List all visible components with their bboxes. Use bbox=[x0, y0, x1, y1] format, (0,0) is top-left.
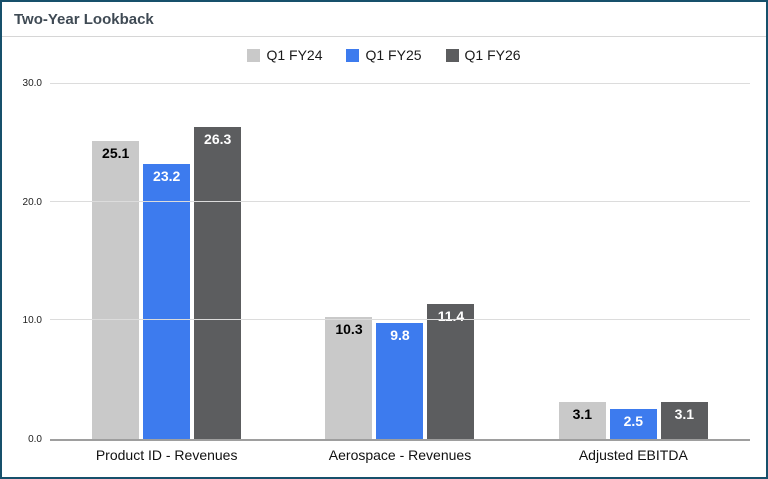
bar-value-label: 3.1 bbox=[572, 406, 593, 423]
bar-group-cell: 10.3 9.8 11.4 bbox=[283, 83, 516, 439]
legend-label: Q1 FY25 bbox=[365, 47, 422, 63]
legend-item: Q1 FY24 bbox=[247, 47, 322, 63]
bar-value-label: 11.4 bbox=[437, 307, 465, 324]
y-axis-tick-label: 20.0 bbox=[22, 196, 42, 208]
chart-region: 25.1 23.2 26.3 10.3 9.8 11.4 3.1 2.5 3.1 0.0 10.0… bbox=[23, 78, 750, 463]
legend-item: Q1 FY26 bbox=[445, 47, 521, 63]
bar: 3.1 bbox=[660, 402, 708, 439]
bar-group: 10.3 9.8 11.4 bbox=[325, 303, 475, 439]
bar: 25.1 bbox=[92, 141, 140, 439]
category-label: Adjusted EBITDA bbox=[578, 447, 688, 463]
bar-value-label: 10.3 bbox=[335, 320, 363, 337]
chart-header: Two-Year Lookback bbox=[2, 2, 766, 37]
category-label: Aerospace - Revenues bbox=[328, 447, 472, 463]
category-axis: Product ID - Revenues Aerospace - Revenue… bbox=[50, 441, 750, 463]
gridline bbox=[50, 200, 750, 202]
bar: 2.5 bbox=[609, 409, 657, 439]
bar: 11.4 bbox=[427, 303, 475, 439]
y-axis-tick-label: 10.0 bbox=[22, 315, 42, 327]
bar-value-label: 23.2 bbox=[153, 167, 181, 184]
bar-value-label: 3.1 bbox=[674, 406, 695, 423]
legend-label: Q1 FY24 bbox=[266, 47, 323, 63]
plot-area: 25.1 23.2 26.3 10.3 9.8 11.4 3.1 2.5 3.1 0.0 10.0… bbox=[23, 78, 750, 445]
bar-value-label: 25.1 bbox=[102, 145, 130, 162]
category-label: Product ID - Revenues bbox=[95, 447, 238, 463]
y-axis-tick-label: 0.0 bbox=[28, 434, 42, 445]
gridline bbox=[50, 83, 750, 84]
bar-group: 3.1 2.5 3.1 bbox=[558, 402, 708, 439]
gridline bbox=[50, 319, 750, 321]
bar: 10.3 bbox=[325, 316, 373, 439]
bar: 26.3 bbox=[194, 126, 242, 439]
bar-value-label: 9.8 bbox=[390, 326, 410, 343]
legend-item: Q1 FY25 bbox=[346, 47, 422, 63]
bar-group-cell: 3.1 2.5 3.1 bbox=[517, 83, 750, 439]
bar-group: 25.1 23.2 26.3 bbox=[92, 126, 242, 439]
legend-label: Q1 FY26 bbox=[464, 47, 521, 63]
legend-swatch bbox=[445, 48, 459, 62]
legend-swatch bbox=[346, 48, 360, 62]
legend: Q1 FY24 Q1 FY25 Q1 FY26 bbox=[2, 37, 766, 67]
bar-group-cell: 25.1 23.2 26.3 bbox=[50, 83, 283, 439]
bar-value-label: 2.5 bbox=[623, 413, 644, 430]
bar-value-label: 26.3 bbox=[204, 130, 232, 147]
bar: 23.2 bbox=[143, 163, 191, 439]
chart-title: Two-Year Lookback bbox=[14, 11, 154, 28]
bars-row: 25.1 23.2 26.3 10.3 9.8 11.4 3.1 2.5 3.1 bbox=[50, 83, 750, 439]
bar: 3.1 bbox=[558, 402, 606, 439]
legend-swatch bbox=[247, 48, 261, 62]
bar: 9.8 bbox=[376, 322, 424, 439]
y-axis-tick-label: 30.0 bbox=[22, 78, 42, 89]
